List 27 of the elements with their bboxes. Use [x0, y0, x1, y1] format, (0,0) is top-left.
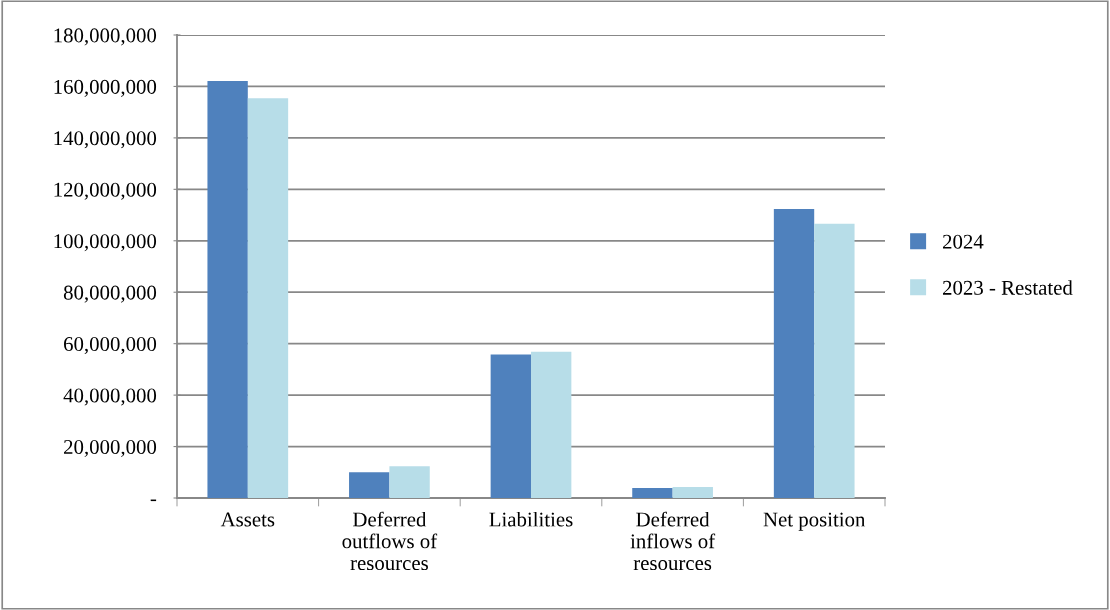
legend-label: 2023 - Restated [942, 280, 1073, 295]
y-tick-label: 180,000,000 [54, 28, 157, 46]
x-tick-label: Net position [763, 512, 866, 531]
legend-label: 2024 [942, 234, 984, 249]
y-tick-label: 140,000,000 [54, 131, 157, 149]
y-tick-label: 60,000,000 [64, 337, 157, 355]
x-tick-label: Liabilities [489, 511, 573, 527]
bar [773, 208, 815, 498]
bar [389, 466, 430, 498]
bar [207, 81, 248, 498]
y-tick-label: 20,000,000 [64, 439, 157, 457]
y-tick-label: 80,000,000 [63, 285, 157, 303]
y-tick-label: 40,000,000 [63, 388, 157, 406]
y-tick-label: 120,000,000 [54, 182, 157, 200]
bar [490, 354, 531, 498]
bar [672, 486, 713, 498]
y-tick-label: 160,000,000 [54, 79, 157, 97]
bar [632, 487, 673, 498]
bar [247, 98, 289, 498]
x-tick-label: Assets [220, 512, 275, 527]
y-tick-label: 100,000,000 [54, 234, 157, 252]
x-tick-label: Deferred outflows of resources [342, 511, 438, 571]
bar [814, 223, 855, 498]
x-tick-label: Deferred inflows of resources [630, 511, 716, 571]
bar [349, 472, 390, 498]
y-tick-label: - [150, 499, 157, 502]
bar [531, 351, 572, 498]
